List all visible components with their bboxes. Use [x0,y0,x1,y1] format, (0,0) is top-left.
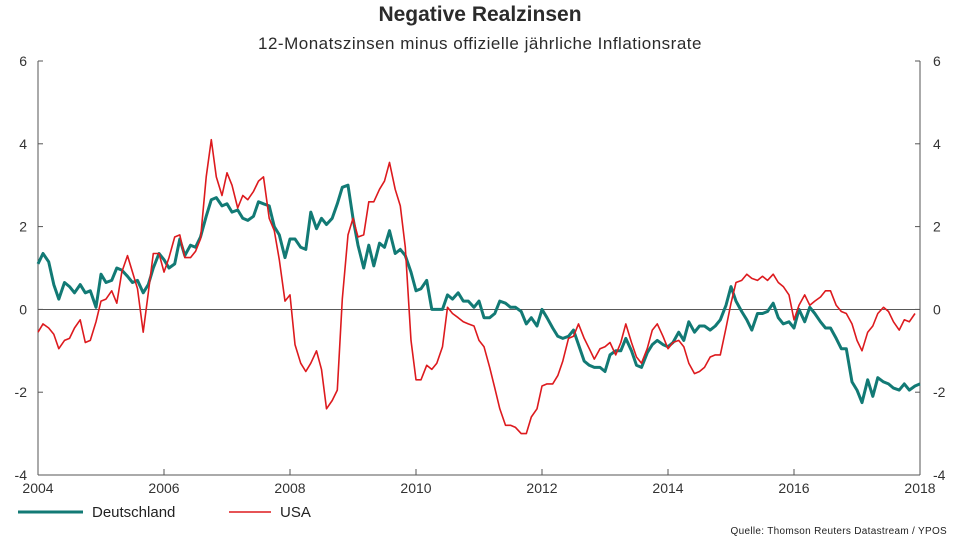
y-tick-label-right: -4 [933,467,946,483]
x-tick-label: 2006 [148,480,179,496]
x-tick-label: 2004 [22,480,53,496]
series-line-usa [37,138,916,435]
x-tick-label: 2012 [526,480,557,496]
x-tick-label: 2008 [274,480,305,496]
chart-title: Negative Realzinsen [378,3,581,26]
y-tick-label-right: 4 [933,136,941,152]
x-tick-label: 2016 [778,480,809,496]
y-tick-label-left: -2 [15,384,28,400]
y-tick-label-right: -2 [933,384,946,400]
y-tick-label-left: 0 [19,301,27,317]
y-tick-label-right: 0 [933,301,941,317]
y-tick-label-left: -4 [15,467,28,483]
y-tick-label-left: 2 [19,219,27,235]
y-tick-label-left: 6 [19,53,27,69]
x-tick-label: 2018 [904,480,935,496]
legend-label-usa: USA [280,504,311,521]
series-lines [36,138,921,435]
x-tick-label: 2014 [652,480,683,496]
legend-label-deutschland: Deutschland [92,504,175,521]
chart-subtitle: 12-Monatszinsen minus offizielle jährlic… [258,34,702,53]
y-tick-label-right: 6 [933,53,941,69]
legend: Deutschland USA [18,504,311,521]
x-tick-label: 2010 [400,480,431,496]
y-tick-label-right: 2 [933,219,941,235]
y-tick-label-left: 4 [19,136,27,152]
source-note: Quelle: Thomson Reuters Datastream / YPO… [731,526,947,537]
